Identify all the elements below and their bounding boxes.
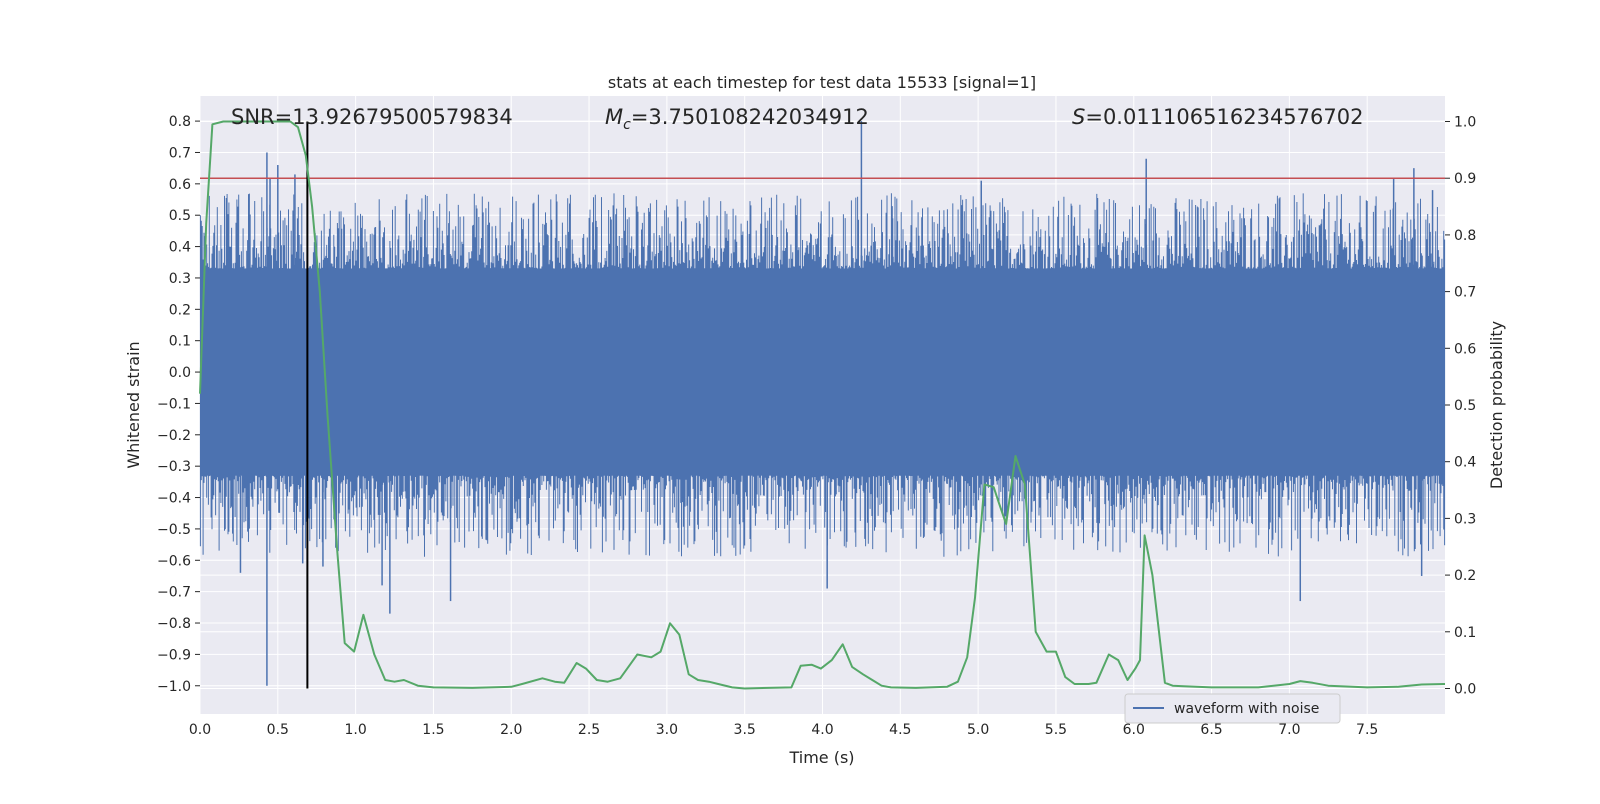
- right-tick-label: 0.3: [1454, 511, 1476, 527]
- left-tick-labels: 0.8 0.7 0.6 0.5 0.4 0.3 0.2 0.1 0.0 −0.1 −0.2 −0.3 −…: [157, 114, 200, 695]
- x-tick-label: 0.5: [267, 722, 289, 738]
- right-tick-label: 0.7: [1454, 285, 1476, 301]
- right-tick-label: 1.0: [1454, 115, 1476, 131]
- left-tick-label: 0.7: [169, 145, 191, 161]
- x-tick-label: 0.0: [189, 722, 211, 738]
- left-tick-label: −0.9: [157, 647, 191, 663]
- right-tick-label: 0.9: [1454, 171, 1476, 187]
- x-tick-label: 7.0: [1278, 722, 1300, 738]
- legend: waveform with noise: [1124, 693, 1341, 724]
- x-tick-label: 5.0: [967, 722, 989, 738]
- x-tick-label: 4.0: [811, 722, 833, 738]
- x-tick-label: 1.0: [344, 722, 366, 738]
- x-tick-label: 7.5: [1356, 722, 1378, 738]
- s-symbol: S: [1072, 105, 1085, 129]
- x-tick-label: 4.5: [889, 722, 911, 738]
- left-tick-label: −0.1: [157, 396, 191, 412]
- x-tick-label: 1.5: [422, 722, 444, 738]
- right-tick-labels: 1.0 0.9 0.8 0.7 0.6 0.5 0.4 0.3 0.2 0.1 0.0: [1445, 115, 1476, 697]
- x-axis-label: Time (s): [788, 748, 854, 767]
- left-tick-label: 0.2: [169, 302, 191, 318]
- left-tick-label: 0.8: [169, 114, 191, 130]
- x-tick-label: 2.0: [500, 722, 522, 738]
- left-tick-label: 0.3: [169, 271, 191, 287]
- legend-box: [1124, 693, 1341, 724]
- right-tick-label: 0.6: [1454, 341, 1476, 357]
- probability-series: [199, 120, 1446, 690]
- x-tick-label: 6.5: [1200, 722, 1222, 738]
- x-tick-label: 6.0: [1123, 722, 1145, 738]
- left-tick-label: −0.5: [157, 522, 191, 538]
- right-tick-label: 0.0: [1454, 681, 1476, 697]
- right-tick-label: 0.1: [1454, 625, 1476, 641]
- right-tick-label: 0.5: [1454, 398, 1476, 414]
- x-tick-label: 3.5: [734, 722, 756, 738]
- left-tick-label: 0.0: [169, 365, 191, 381]
- left-axis-label: Whitened strain: [124, 341, 143, 468]
- right-axis-label: Detection probability: [1487, 321, 1506, 489]
- chart-title: stats at each timestep for test data 155…: [608, 73, 1036, 92]
- waveform-series: [199, 121, 1446, 686]
- right-tick-label: 0.8: [1454, 228, 1476, 244]
- left-tick-label: −0.3: [157, 459, 191, 475]
- x-tick-label: 5.5: [1045, 722, 1067, 738]
- left-tick-label: 0.1: [169, 334, 191, 350]
- chirp-mass-symbol: M: [605, 105, 623, 129]
- left-tick-label: −0.6: [157, 553, 191, 569]
- right-tick-label: 0.2: [1454, 568, 1476, 584]
- reference-lines: [200, 121, 1445, 689]
- left-tick-label: −0.7: [157, 585, 191, 601]
- chirp-mass-subscript: c: [623, 117, 631, 133]
- left-tick-label: −0.8: [157, 616, 191, 632]
- x-tick-label: 2.5: [578, 722, 600, 738]
- left-tick-label: 0.6: [169, 177, 191, 193]
- left-tick-label: 0.5: [169, 208, 191, 224]
- left-tick-label: −0.4: [157, 491, 191, 507]
- left-tick-label: −0.2: [157, 428, 191, 444]
- x-tick-label: 3.0: [656, 722, 678, 738]
- snr-annotation: SNR=13.92679500579834: [231, 105, 513, 129]
- s-annotation: S=0.011106516234576702: [1072, 105, 1363, 129]
- x-tick-labels: 0.0 0.5 1.0 1.5 2.0 2.5 3.0 3.5 4.0 4.5 5.0 5.5 6.0 6…: [189, 722, 1378, 738]
- legend-label: waveform with noise: [1174, 701, 1319, 717]
- probability-line: [199, 120, 1446, 690]
- left-tick-label: −1.0: [157, 679, 191, 695]
- chirp-mass-value: =3.750108242034912: [631, 105, 869, 129]
- chirp-mass-annotation: Mc=3.750108242034912: [605, 105, 869, 133]
- left-tick-label: 0.4: [169, 240, 191, 256]
- right-tick-label: 0.4: [1454, 455, 1476, 471]
- s-value: =0.011106516234576702: [1085, 105, 1363, 129]
